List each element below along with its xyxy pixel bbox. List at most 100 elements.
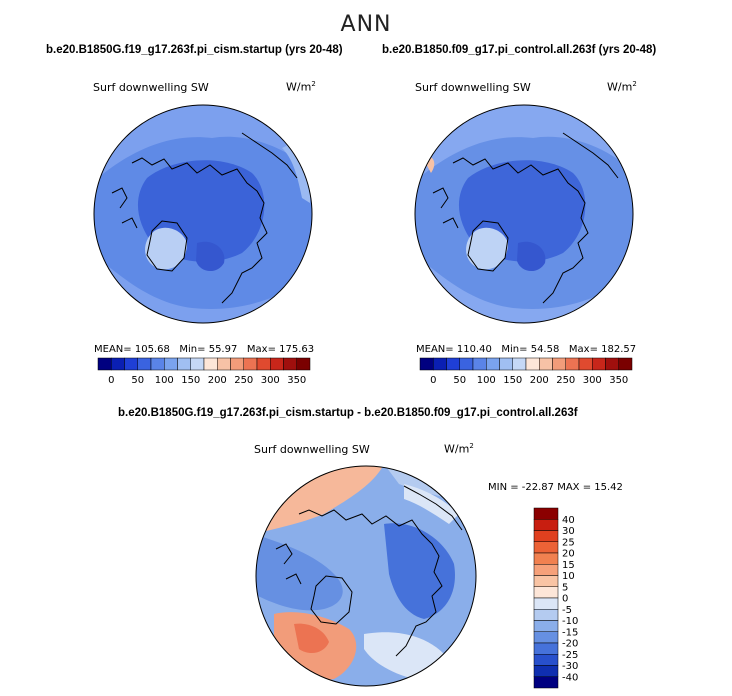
diff-colorbar-tick-label: -30 bbox=[562, 661, 578, 672]
panel2-colorbar-tick-label: 350 bbox=[609, 375, 628, 386]
panel2-units: W/m2 bbox=[607, 80, 637, 94]
diff-field-neutral-south bbox=[364, 632, 444, 679]
panel1-field-outer bbox=[94, 105, 312, 183]
panel2-colorbar-tick-label: 50 bbox=[453, 375, 466, 386]
panel2-colorbar-swatch bbox=[446, 357, 460, 371]
diff-colorbar-swatch bbox=[533, 564, 559, 576]
panel2-colorbar-tick-label: 100 bbox=[477, 375, 496, 386]
panel2-colorbar-swatch bbox=[578, 357, 593, 371]
diff-colorbar-tick-label: 5 bbox=[562, 582, 568, 593]
panel1-stats: MEAN= 105.68 Min= 55.97 Max= 175.63 bbox=[94, 344, 315, 355]
diff-colorbar-swatch bbox=[533, 631, 559, 644]
diff-colorbar-tick-label: 30 bbox=[562, 526, 575, 537]
diff-colorbar-tick-label: -15 bbox=[562, 627, 578, 638]
panel1-colorbar-swatch bbox=[270, 357, 284, 371]
panel1-colorbar-tick-label: 250 bbox=[234, 375, 253, 386]
panel1-colorbar-tick-label: 100 bbox=[155, 375, 174, 386]
panel1-field-greenland bbox=[145, 227, 187, 270]
panel2-colorbar-swatch bbox=[459, 357, 474, 371]
diff-colorbar-tick-label: 10 bbox=[562, 571, 575, 582]
diff-colorbar-swatch bbox=[533, 575, 559, 587]
panel1-min-value: 55.97 bbox=[208, 344, 238, 355]
panel2-colorbar-tick-label: 300 bbox=[583, 375, 602, 386]
panel1-colorbar-swatch bbox=[243, 357, 258, 371]
panel2-colorbar-swatch bbox=[419, 357, 434, 371]
panel2-colorbar-tick-label: 150 bbox=[503, 375, 522, 386]
diff-colorbar-swatch bbox=[533, 642, 559, 655]
panel2-colorbar-swatch bbox=[499, 357, 513, 371]
panel1-colorbar-swatch bbox=[164, 357, 178, 371]
panel2-colorbar-tick-label: 200 bbox=[530, 375, 549, 386]
panel1-units: W/m2 bbox=[286, 80, 316, 94]
panel2-max-value: 182.57 bbox=[601, 344, 637, 355]
panel1-variable-label: Surf downwelling SW bbox=[93, 81, 209, 94]
panel1-colorbar-swatch bbox=[137, 357, 152, 371]
panel2-field-outer bbox=[415, 105, 633, 183]
diff-colorbar-tick-label: -10 bbox=[562, 616, 578, 627]
panel1-colorbar-swatch bbox=[256, 357, 271, 371]
panel1-max-value: 175.63 bbox=[279, 344, 315, 355]
diff-colorbar-swatch bbox=[533, 597, 559, 610]
panel1-colorbar-tick-label: 300 bbox=[261, 375, 280, 386]
panel2-colorbar-swatch bbox=[618, 357, 633, 371]
panel2-colorbar-swatch bbox=[433, 357, 447, 371]
diff-field-warm-core bbox=[294, 623, 329, 654]
panel2-colorbar-swatch bbox=[512, 357, 527, 371]
panel1-colorbar-tick-label: 200 bbox=[208, 375, 227, 386]
panel2-colorbar-tick-label: 0 bbox=[430, 375, 436, 386]
diff-colorbar-tick-label: 20 bbox=[562, 549, 575, 560]
diff-stats: MIN = -22.87 MAX = 15.42 bbox=[488, 482, 623, 493]
season-title: ANN bbox=[340, 12, 392, 37]
panel1-coastline bbox=[111, 132, 298, 304]
diff-colorbar-tick-label: -20 bbox=[562, 639, 578, 650]
diff-colorbar-swatch bbox=[533, 507, 559, 520]
diff-units: W/m2 bbox=[444, 442, 474, 456]
diff-colorbar-swatch bbox=[533, 665, 559, 677]
diff-colorbar-swatch bbox=[533, 609, 559, 621]
diff-colorbar-swatch bbox=[533, 530, 559, 542]
panel1-colorbar-swatch bbox=[283, 357, 297, 371]
panel2-colorbar-swatch bbox=[565, 357, 580, 371]
panel1-colorbar-swatch bbox=[124, 357, 138, 371]
panel1-case-title: b.e20.B1850G.f19_g17.263f.pi_cism.startu… bbox=[46, 44, 343, 56]
diff-colorbar-swatch bbox=[533, 519, 559, 531]
diff-colorbar-swatch bbox=[533, 676, 559, 689]
panel2-field-greenland bbox=[466, 227, 508, 270]
diff-colorbar-tick-label: 40 bbox=[562, 515, 575, 526]
panel1-field-high bbox=[282, 143, 311, 203]
panel1-colorbar-swatch bbox=[203, 357, 218, 371]
panel2-stats: MEAN= 110.40 Min= 54.58 Max= 182.57 bbox=[416, 344, 637, 355]
panel2-colorbar-swatch bbox=[525, 357, 540, 371]
diff-field-mid-west bbox=[256, 534, 343, 611]
diff-colorbar-tick-label: -5 bbox=[562, 605, 572, 616]
diff-coastline bbox=[275, 485, 463, 657]
diff-colorbar-tick-label: 15 bbox=[562, 560, 575, 571]
panel2-colorbar-swatch bbox=[592, 357, 606, 371]
diff-field-cool-east bbox=[384, 523, 455, 619]
diff-colorbar-swatch bbox=[533, 541, 559, 554]
diff-variable-label: Surf downwelling SW bbox=[254, 443, 370, 456]
panel2-field-low bbox=[517, 241, 546, 272]
panel1-mean-value: 105.68 bbox=[134, 344, 170, 355]
panel1-colorbar-swatch bbox=[111, 357, 125, 371]
panel2-colorbar-tick-label: 250 bbox=[556, 375, 575, 386]
panel1-colorbar-swatch bbox=[190, 357, 205, 371]
panel2-mean-value: 110.40 bbox=[456, 344, 492, 355]
panel2-polar-map bbox=[414, 104, 634, 324]
panel1-colorbar-tick-label: 350 bbox=[287, 375, 306, 386]
diff-colorbar-tick-label: -25 bbox=[562, 650, 578, 661]
panel1-colorbar-swatch bbox=[217, 357, 231, 371]
panel1-colorbar-tick-label: 50 bbox=[131, 375, 144, 386]
diff-colorbar-swatch bbox=[533, 654, 559, 666]
panel1-colorbar-swatch bbox=[97, 357, 112, 371]
panel1-colorbar-tick-label: 150 bbox=[181, 375, 200, 386]
panel2-field-outer-south bbox=[415, 253, 633, 323]
panel1-field-outer-south bbox=[94, 253, 312, 323]
panel1-polar-map bbox=[93, 104, 313, 324]
panel2-colorbar-swatch bbox=[552, 357, 566, 371]
panel2-case-title: b.e20.B1850.f09_g17.pi_control.all.263f … bbox=[382, 44, 657, 56]
panel1-colorbar-swatch bbox=[296, 357, 311, 371]
diff-case-title: b.e20.B1850G.f19_g17.263f.pi_cism.startu… bbox=[118, 407, 578, 419]
diff-colorbar-swatch bbox=[533, 586, 559, 599]
